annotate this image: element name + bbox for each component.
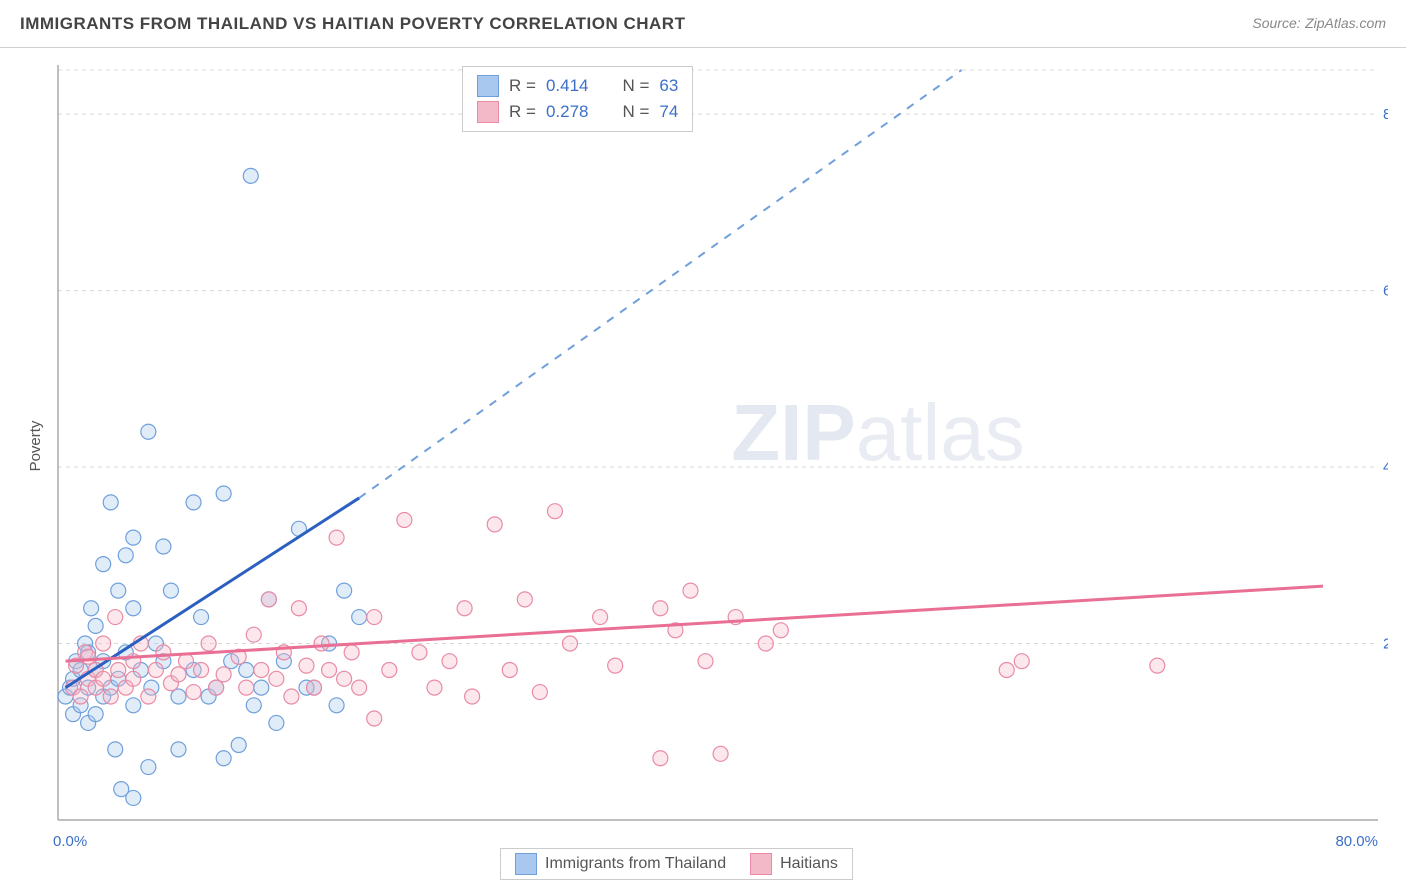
legend-correlation: R =0.414N =63R =0.278N =74 <box>462 66 693 132</box>
source-value: ZipAtlas.com <box>1305 15 1386 31</box>
header: IMMIGRANTS FROM THAILAND VS HAITIAN POVE… <box>0 0 1406 48</box>
legend-series-item: Haitians <box>750 853 838 875</box>
scatter-plot: 20.0% 40.0% 60.0% 80.0% 0.0% 80.0% ZIPatlas <box>48 60 1388 860</box>
legend-series-label: Haitians <box>780 855 838 873</box>
source: Source: ZipAtlas.com <box>1252 15 1386 33</box>
legend-swatch <box>750 853 772 875</box>
chart-area: 20.0% 40.0% 60.0% 80.0% 0.0% 80.0% ZIPatlas <box>48 60 1388 860</box>
legend-series: Immigrants from Thailand Haitians <box>500 848 853 880</box>
legend-series-item: Immigrants from Thailand <box>515 853 726 875</box>
source-label: Source: <box>1252 15 1300 31</box>
svg-text:0.0%: 0.0% <box>53 833 87 850</box>
svg-text:80.0%: 80.0% <box>1383 106 1388 123</box>
legend-swatch <box>515 853 537 875</box>
legend-corr-row: R =0.278N =74 <box>477 99 678 125</box>
chart-title: IMMIGRANTS FROM THAILAND VS HAITIAN POVE… <box>20 14 685 34</box>
y-axis-label: Poverty <box>27 421 44 472</box>
legend-swatch <box>477 75 499 97</box>
svg-text:60.0%: 60.0% <box>1383 283 1388 300</box>
legend-series-label: Immigrants from Thailand <box>545 855 726 873</box>
svg-text:80.0%: 80.0% <box>1335 833 1378 850</box>
svg-text:ZIPatlas: ZIPatlas <box>731 388 1024 477</box>
legend-swatch <box>477 101 499 123</box>
legend-corr-row: R =0.414N =63 <box>477 73 678 99</box>
svg-text:40.0%: 40.0% <box>1383 459 1388 476</box>
svg-text:20.0%: 20.0% <box>1383 636 1388 653</box>
